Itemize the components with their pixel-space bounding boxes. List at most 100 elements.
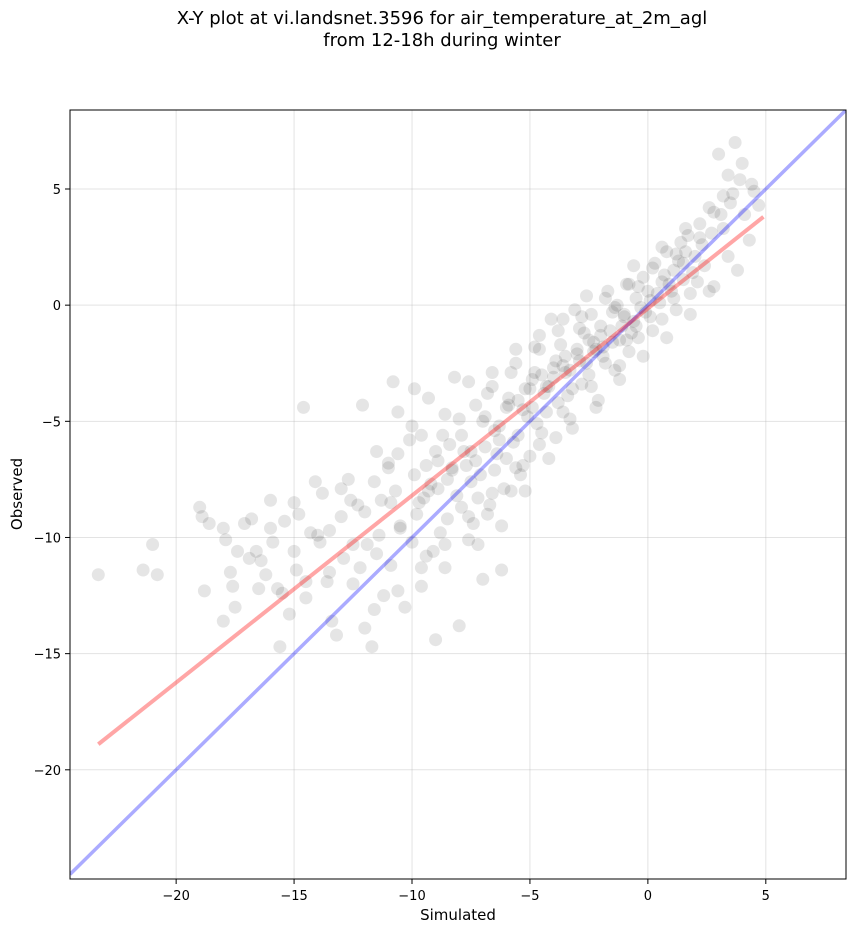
x-tick-label: −15 <box>280 889 307 904</box>
data-point <box>721 249 735 263</box>
data-point <box>596 340 610 354</box>
data-point <box>476 414 490 428</box>
data-point <box>587 345 601 359</box>
data-point <box>438 407 452 421</box>
data-point <box>707 280 721 294</box>
data-point <box>426 544 440 558</box>
data-point <box>365 640 379 654</box>
data-point <box>391 584 405 598</box>
data-point <box>679 245 693 259</box>
data-point <box>622 277 636 291</box>
data-point <box>483 498 497 512</box>
data-point <box>386 375 400 389</box>
data-point <box>629 319 643 333</box>
data-point <box>410 507 424 521</box>
data-point <box>275 586 289 600</box>
data-point <box>429 633 443 647</box>
data-point <box>367 603 381 616</box>
data-point <box>528 340 542 354</box>
data-point <box>315 486 329 500</box>
data-point <box>381 461 395 475</box>
data-point <box>485 486 499 500</box>
data-point <box>551 396 565 410</box>
data-point <box>573 354 586 368</box>
data-point <box>657 268 671 282</box>
data-point <box>561 389 575 403</box>
data-point <box>429 445 443 458</box>
scatter-points <box>91 136 766 654</box>
data-point <box>598 356 612 370</box>
data-point <box>414 579 428 593</box>
data-point <box>358 505 372 519</box>
data-point <box>308 475 322 489</box>
data-point <box>575 377 589 391</box>
data-point <box>469 454 483 468</box>
data-point <box>459 459 473 472</box>
data-point <box>672 254 685 268</box>
data-point <box>693 217 707 231</box>
data-point <box>488 463 502 477</box>
data-point <box>617 307 631 321</box>
data-point <box>608 363 622 377</box>
data-point <box>504 484 518 498</box>
data-point <box>646 261 660 275</box>
data-point <box>707 205 721 219</box>
data-point <box>481 507 494 521</box>
data-point <box>299 575 313 589</box>
data-point <box>547 361 560 375</box>
data-point <box>556 405 570 419</box>
data-point <box>525 400 539 414</box>
data-point <box>457 445 471 458</box>
data-point <box>747 184 761 198</box>
data-point <box>136 563 150 577</box>
data-point <box>606 305 619 319</box>
data-point <box>639 305 652 319</box>
data-point <box>495 563 509 577</box>
data-point <box>556 312 570 326</box>
data-point <box>502 398 516 412</box>
data-point <box>608 301 622 314</box>
data-point <box>412 496 426 510</box>
data-point <box>492 433 506 447</box>
data-point <box>377 589 391 603</box>
data-point <box>516 403 530 417</box>
data-point <box>702 201 716 215</box>
data-point <box>679 222 693 235</box>
data-point <box>655 240 669 254</box>
regression-line <box>97 215 765 746</box>
data-point <box>334 510 348 524</box>
data-point <box>580 356 593 370</box>
data-point <box>334 482 348 496</box>
data-point <box>202 517 216 530</box>
data-point <box>266 535 280 549</box>
data-point <box>424 477 438 491</box>
data-point <box>643 294 657 307</box>
data-point <box>370 445 384 458</box>
data-point <box>478 440 492 454</box>
x-axis-label: Simulated <box>420 906 496 924</box>
data-point <box>473 468 487 482</box>
data-point <box>389 484 402 498</box>
data-point <box>636 349 650 363</box>
data-point <box>584 380 598 393</box>
data-point <box>549 431 563 445</box>
data-point <box>565 382 579 396</box>
data-point <box>452 619 466 633</box>
data-point <box>431 482 445 496</box>
data-point <box>683 307 697 321</box>
data-point <box>407 382 421 396</box>
x-tick-label: −20 <box>162 889 189 904</box>
y-tick-label: −10 <box>34 531 61 546</box>
data-point <box>518 484 532 498</box>
y-tick-label: −15 <box>34 648 61 663</box>
data-point <box>242 551 256 565</box>
data-point <box>471 491 485 505</box>
data-point <box>660 245 674 259</box>
data-point <box>655 312 669 326</box>
data-point <box>530 417 544 431</box>
data-point <box>431 454 445 468</box>
data-point <box>466 517 480 530</box>
data-point <box>273 640 287 654</box>
data-point <box>627 314 641 328</box>
data-point <box>91 568 105 582</box>
